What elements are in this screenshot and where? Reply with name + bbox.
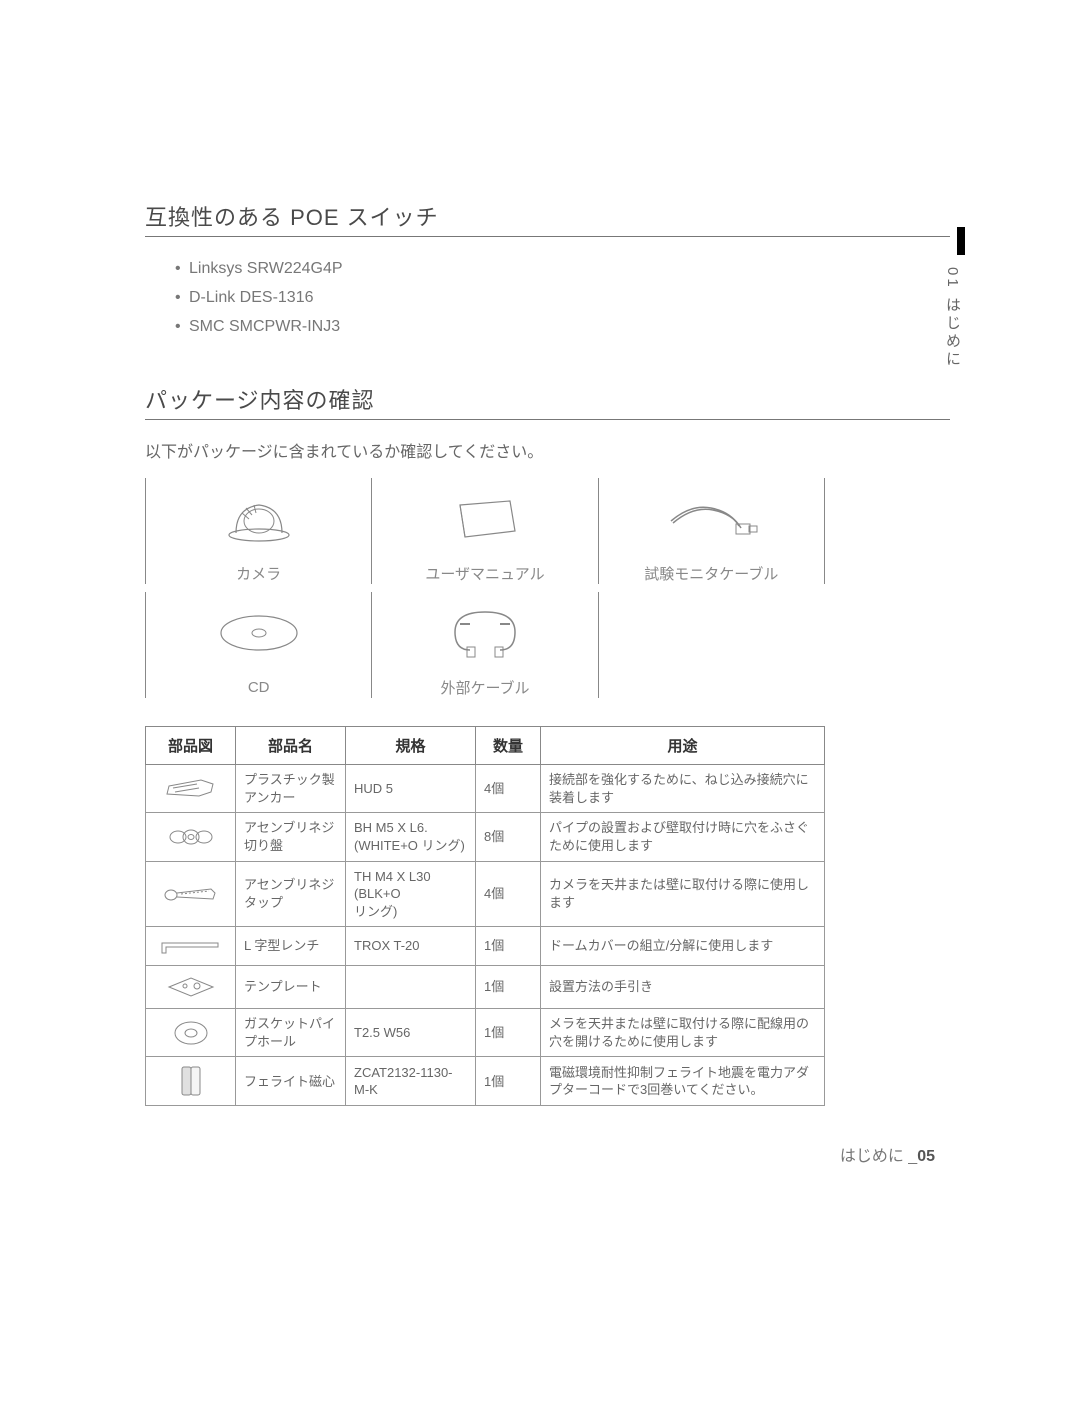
parts-th-img: 部品図 xyxy=(146,727,236,765)
list-item: Linksys SRW224G4P xyxy=(175,255,950,284)
list-item: SMC SMCPWR-INJ3 xyxy=(175,313,950,342)
table-row: アセンブリネジタップ TH M4 X L30 (BLK+O リング) 4個 カメ… xyxy=(146,861,825,927)
pkg-item-cd-img xyxy=(146,592,372,677)
parts-use: パイプの設置および壁取付け時に穴をふさぐために使用します xyxy=(541,813,825,861)
poe-switch-list: Linksys SRW224G4P D-Link DES-1316 SMC SM… xyxy=(175,255,950,341)
side-tab-marker xyxy=(957,227,965,255)
parts-qty: 4個 xyxy=(476,765,541,813)
camera-icon xyxy=(224,493,294,543)
monitor-cable-icon xyxy=(661,496,761,541)
parts-qty: 1個 xyxy=(476,927,541,966)
parts-name: L 字型レンチ xyxy=(236,927,346,966)
table-row: L 字型レンチ TROX T-20 1個 ドームカバーの組立/分解に使用します xyxy=(146,927,825,966)
footer-page: 05 xyxy=(917,1148,935,1165)
table-row: プラスチック製アンカー HUD 5 4個 接続部を強化するために、ねじ込み接続穴… xyxy=(146,765,825,813)
parts-spec: TH M4 X L30 (BLK+O リング) xyxy=(346,861,476,927)
parts-table: 部品図 部品名 規格 数量 用途 プラスチック製アンカー HUD 5 4個 接続… xyxy=(145,726,825,1106)
parts-th-name: 部品名 xyxy=(236,727,346,765)
parts-spec: ZCAT2132-1130-M-K xyxy=(346,1057,476,1106)
screw-tap-icon xyxy=(161,881,221,907)
pkg-item-extcable-img xyxy=(372,592,598,677)
pkg-label: 外部ケーブル xyxy=(372,677,598,698)
pkg-item-camera-img xyxy=(146,478,372,563)
ferrite-icon xyxy=(176,1063,206,1099)
parts-spec: T2.5 W56 xyxy=(346,1009,476,1057)
parts-qty: 8個 xyxy=(476,813,541,861)
list-item: D-Link DES-1316 xyxy=(175,284,950,313)
pkg-label: 試験モニタケーブル xyxy=(598,563,824,584)
parts-spec: TROX T-20 xyxy=(346,927,476,966)
pkg-label: ユーザマニュアル xyxy=(372,563,598,584)
parts-use: ドームカバーの組立/分解に使用します xyxy=(541,927,825,966)
gasket-icon xyxy=(169,1018,213,1048)
parts-use: 電磁環境耐性抑制フェライト地震を電力アダプターコードで3回巻いてください。 xyxy=(541,1057,825,1106)
parts-name: ガスケットパイプホール xyxy=(236,1009,346,1057)
parts-th-spec: 規格 xyxy=(346,727,476,765)
pkg-item-manual-img xyxy=(372,478,598,563)
parts-use: 設置方法の手引き xyxy=(541,966,825,1009)
parts-qty: 1個 xyxy=(476,966,541,1009)
parts-name: フェライト磁心 xyxy=(236,1057,346,1106)
parts-use: 接続部を強化するために、ねじ込み接続穴に装着します xyxy=(541,765,825,813)
anchor-icon xyxy=(161,774,221,804)
page-footer: はじめに _05 xyxy=(840,1142,935,1166)
footer-text: はじめに _ xyxy=(840,1148,917,1165)
parts-name: プラスチック製アンカー xyxy=(236,765,346,813)
parts-use: メラを天井または壁に取付ける際に配線用の穴を開けるために使用します xyxy=(541,1009,825,1057)
table-row: アセンブリネジ切り盤 BH M5 X L6. (WHITE+O リング) 8個 … xyxy=(146,813,825,861)
parts-spec: BH M5 X L6. (WHITE+O リング) xyxy=(346,813,476,861)
table-row: フェライト磁心 ZCAT2132-1130-M-K 1個 電磁環境耐性抑制フェラ… xyxy=(146,1057,825,1106)
wrench-icon xyxy=(156,933,226,959)
parts-use: カメラを天井または壁に取付ける際に使用します xyxy=(541,861,825,927)
section-poe-title: 互換性のある POE スイッチ xyxy=(145,200,950,237)
parts-name: アセンブリネジタップ xyxy=(236,861,346,927)
parts-qty: 1個 xyxy=(476,1009,541,1057)
parts-name: アセンブリネジ切り盤 xyxy=(236,813,346,861)
pkg-item-cable-img xyxy=(598,478,824,563)
pkg-label: CD xyxy=(146,677,372,698)
template-icon xyxy=(163,972,219,1002)
section-package-title: パッケージ内容の確認 xyxy=(145,383,950,420)
parts-spec xyxy=(346,966,476,1009)
parts-qty: 4個 xyxy=(476,861,541,927)
pkg-label: カメラ xyxy=(146,563,372,584)
manual-icon xyxy=(445,493,525,543)
parts-spec: HUD 5 xyxy=(346,765,476,813)
screw-disc-icon xyxy=(166,825,216,849)
external-cable-icon xyxy=(445,602,525,662)
parts-qty: 1個 xyxy=(476,1057,541,1106)
parts-th-qty: 数量 xyxy=(476,727,541,765)
table-row: ガスケットパイプホール T2.5 W56 1個 メラを天井または壁に取付ける際に… xyxy=(146,1009,825,1057)
table-row: テンプレート 1個 設置方法の手引き xyxy=(146,966,825,1009)
parts-th-use: 用途 xyxy=(541,727,825,765)
package-intro: 以下がパッケージに含まれているか確認してください。 xyxy=(145,438,950,462)
cd-icon xyxy=(214,610,304,655)
package-grid: カメラ ユーザマニュアル 試験モニタケーブル xyxy=(145,478,825,698)
parts-name: テンプレート xyxy=(236,966,346,1009)
